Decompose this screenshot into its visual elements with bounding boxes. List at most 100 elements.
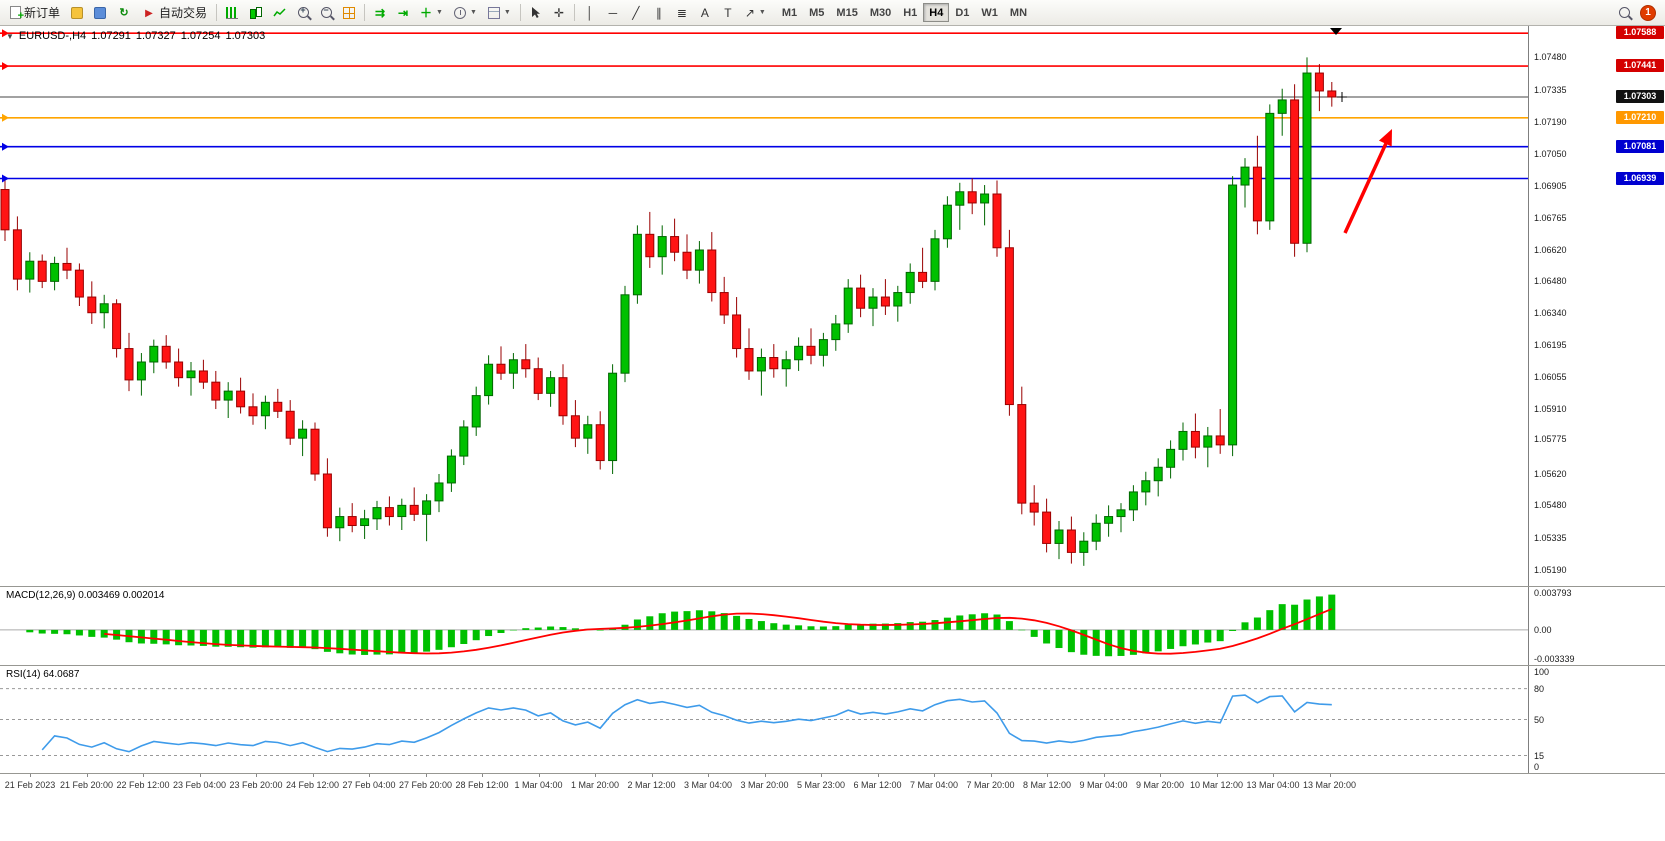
candlestick-chart[interactable] (0, 26, 1528, 586)
time-axis[interactable]: 21 Feb 2023 21 Feb 20:00 22 Feb 12:00 23 Fe… (0, 774, 1665, 796)
macd-bar (100, 629, 108, 638)
timeframe-toolbar: M1 M5 M15 M30 H1 H4 D1 W1 MN (776, 3, 1033, 22)
notification-badge[interactable]: 1 (1640, 4, 1656, 21)
price-axis-tick: 1.07050 (1534, 148, 1567, 159)
label-tool-button[interactable]: T (717, 2, 739, 23)
time-axis-label: 13 Mar 20:00 (1302, 780, 1357, 790)
macd-bar (199, 629, 207, 646)
symbol-dropdown-icon[interactable] (6, 32, 14, 41)
price-axis-tick: 1.05480 (1534, 500, 1567, 511)
timeframe-button-d1[interactable]: D1 (955, 6, 970, 19)
candle-body (236, 390, 246, 408)
rsi-chart[interactable] (0, 666, 1528, 773)
macd-chart[interactable] (0, 587, 1528, 665)
macd-bar (51, 629, 59, 634)
time-axis-label: 28 Feb 12:00 (455, 780, 509, 790)
price-axis[interactable]: 1.07480 1.07335 1.07190 1.07050 1.06905 1.067… (1528, 26, 1665, 586)
chart-shift-button[interactable]: ⇥ (392, 2, 414, 23)
macd-bar (807, 626, 815, 630)
periods-button[interactable] (449, 2, 482, 23)
macd-pane[interactable]: MACD(12,26,9) 0.003469 0.002014 0.003793… (0, 587, 1665, 666)
rsi-pane[interactable]: RSI(14) 64.0687 100 80 50 15 0 (0, 666, 1665, 774)
time-axis-tick (256, 774, 257, 777)
macd-bar (1328, 594, 1336, 630)
channel-button[interactable]: ∥ (648, 2, 670, 23)
timeframe-button-m5[interactable]: M5 (809, 6, 825, 19)
macd-bar (485, 629, 493, 637)
macd-bar (286, 629, 294, 648)
macd-axis-tick: -0.003339 (1534, 654, 1575, 664)
candlestick-icon (249, 6, 263, 19)
macd-axis[interactable]: 0.003793 0.00 -0.003339 (1528, 587, 1665, 665)
arrow-annotation[interactable] (1343, 138, 1390, 234)
candlestick-chart-type-button[interactable] (244, 2, 267, 23)
crosshair-button[interactable]: ✛ (548, 2, 570, 23)
bar-chart-icon (226, 6, 239, 19)
candle-body (260, 401, 270, 417)
trendline-icon: ╱ (632, 5, 640, 20)
macd-bar (1204, 629, 1212, 643)
quote-open: 1.07291 (91, 30, 131, 42)
zoom-in-button[interactable]: + (292, 2, 314, 23)
macd-bar (869, 623, 877, 630)
chart-shift-marker[interactable] (1330, 28, 1342, 35)
indicators-button[interactable]: ＋ (415, 2, 448, 23)
charts-button[interactable] (66, 2, 88, 23)
vertical-line-icon: │ (586, 5, 594, 20)
text-tool-button[interactable]: A (694, 2, 716, 23)
new-order-label: 新订单 (24, 6, 61, 20)
refresh-button[interactable] (112, 2, 136, 23)
price-badge-1.07210: 1.07210 (1616, 110, 1664, 124)
candle-body (211, 381, 221, 401)
macd-bar (1142, 629, 1150, 654)
horizontal-line-button[interactable]: ─ (602, 2, 624, 23)
cursor-button[interactable] (525, 2, 547, 23)
timeframe-button-m30[interactable]: M30 (869, 6, 892, 19)
timeframe-button-m15[interactable]: M15 (836, 6, 858, 19)
price-axis-tick: 1.06480 (1534, 276, 1567, 287)
timeframe-button-h1[interactable]: H1 (903, 6, 918, 19)
new-order-icon (10, 6, 24, 23)
macd-bar (249, 629, 257, 648)
macd-bar (993, 614, 1001, 630)
macd-bar (162, 629, 170, 645)
timeframe-button-m1[interactable]: M1 (781, 6, 798, 19)
new-order-button[interactable]: 新订单 (5, 2, 65, 23)
templates-button[interactable] (483, 2, 516, 23)
price-axis-tick: 1.06905 (1534, 181, 1567, 192)
profiles-button[interactable] (89, 2, 111, 23)
candle-body (546, 377, 556, 394)
timeframe-button-mn[interactable]: MN (1009, 6, 1028, 19)
auto-trading-button[interactable]: 自动交易 (137, 2, 212, 23)
search-button[interactable] (1613, 2, 1635, 23)
candle-body (0, 189, 10, 231)
vertical-line-button[interactable]: │ (579, 2, 601, 23)
candle-body (198, 370, 208, 383)
candle-body (384, 507, 394, 518)
auto-scroll-button[interactable]: ⇉ (369, 2, 391, 23)
line-chart-type-button[interactable] (268, 2, 291, 23)
macd-bar (1105, 629, 1113, 657)
symbol-timeframe: EURUSD-,H4 (18, 30, 87, 42)
macd-bar (1067, 629, 1075, 653)
macd-bar (1291, 604, 1299, 630)
rsi-axis-tick: 80 (1534, 683, 1545, 694)
fibonacci-button[interactable]: ≣ (671, 2, 693, 23)
price-axis-tick: 1.06765 (1534, 212, 1567, 223)
macd-label: MACD(12,26,9) 0.003469 0.002014 (6, 590, 165, 601)
tile-windows-button[interactable] (338, 2, 360, 23)
price-badge-1.07081: 1.07081 (1616, 139, 1664, 153)
toolbar-separator (216, 4, 218, 21)
trendline-button[interactable]: ╱ (625, 2, 647, 23)
candle-body (397, 504, 407, 518)
arrow-tools-button[interactable]: ↗ (740, 2, 771, 23)
rsi-axis[interactable]: 100 80 50 15 0 (1528, 666, 1665, 773)
timeframe-button-w1[interactable]: W1 (981, 6, 998, 19)
arrow-annotation-head (1378, 129, 1392, 147)
zoom-out-button[interactable]: − (315, 2, 337, 23)
timeframe-button-h4[interactable]: H4 (923, 3, 950, 22)
bar-chart-type-button[interactable] (221, 2, 243, 23)
time-axis-tick (651, 774, 653, 777)
price-pane[interactable]: EURUSD-,H4 1.07291 1.07327 1.07254 1.073… (0, 26, 1665, 587)
time-axis-tick (1047, 774, 1048, 777)
